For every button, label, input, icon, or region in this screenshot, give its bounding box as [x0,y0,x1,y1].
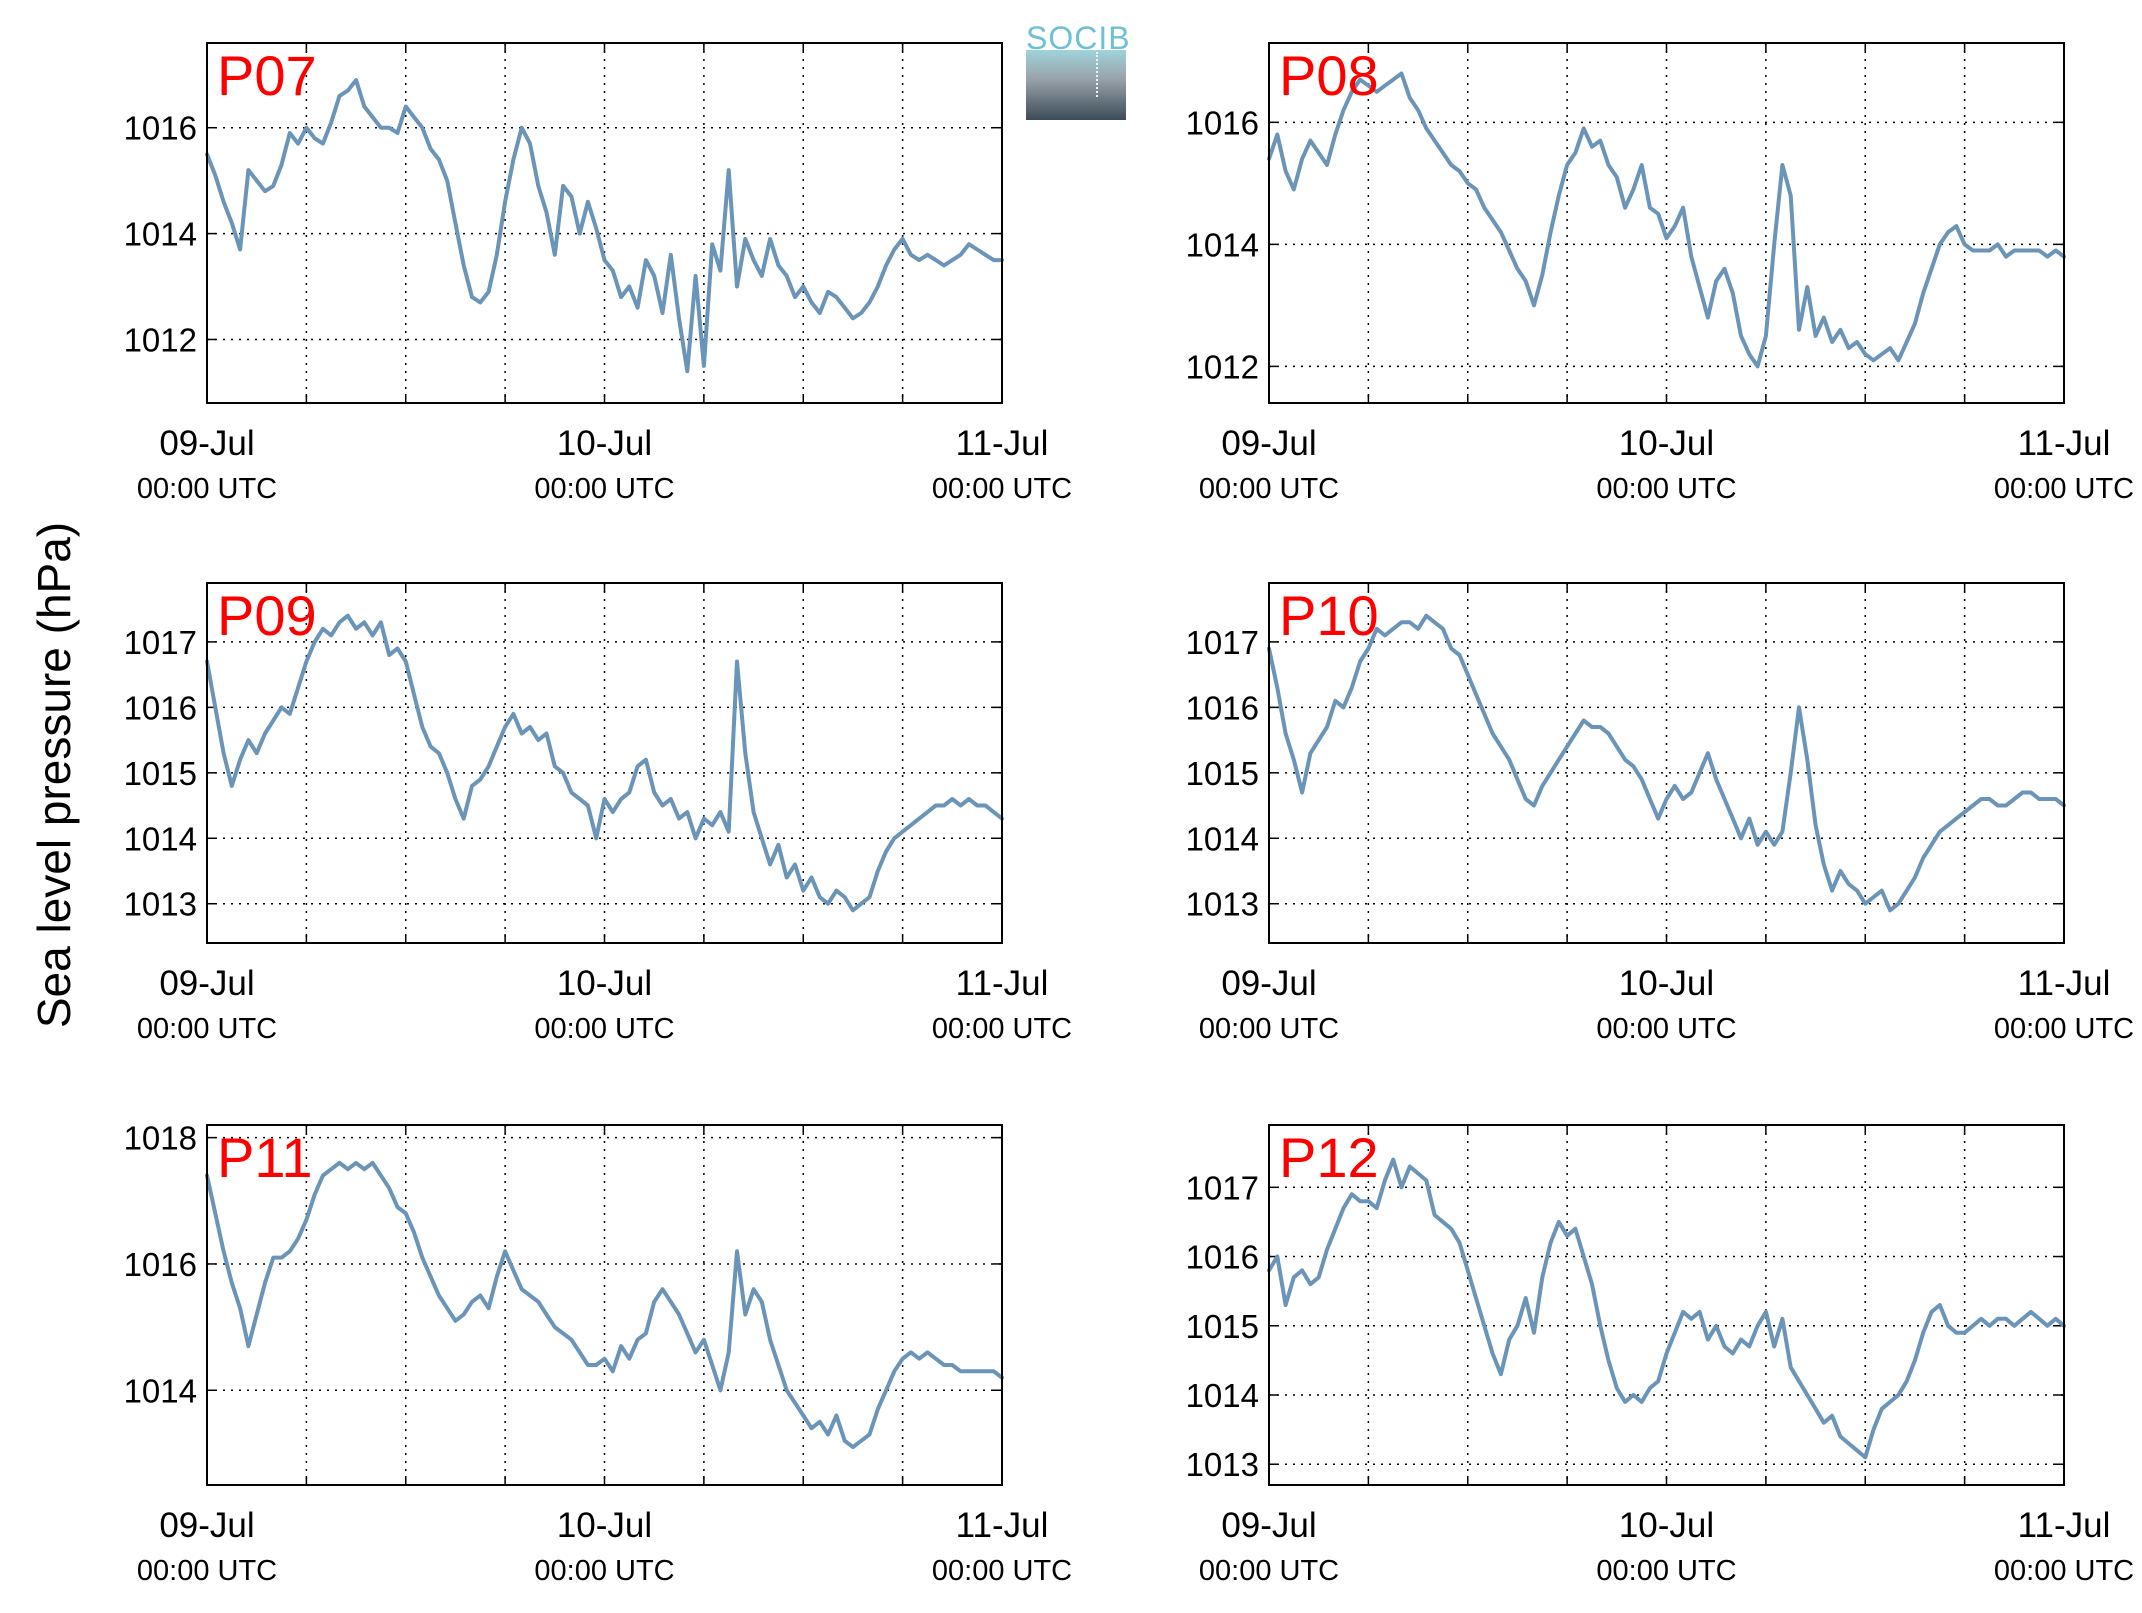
y-tick-label: 1014 [124,820,197,857]
x-tick-sublabel: 00:00 UTC [137,1013,277,1045]
socib-logo: SOCIB [1026,20,1130,120]
x-tick-sublabel: 00:00 UTC [534,1013,674,1045]
y-tick-label: 1014 [124,1372,197,1409]
plot-frame [1268,1124,2065,1486]
y-tick-label: 1013 [1186,886,1259,923]
y-tick-label: 1013 [124,886,197,923]
x-tick-label: 10-Jul [557,964,652,1003]
x-tick-sublabel: 00:00 UTC [1596,1013,1736,1045]
x-tick-label: 11-Jul [956,964,1049,1003]
y-tick-label: 1016 [1186,689,1259,726]
x-tick-label: 09-Jul [1221,424,1316,463]
panel-p12: 1013 1014 1015 1016 1017 09-Jul 00:00 UTC 10-Ju… [1186,1124,2134,1587]
plot-frame [1268,582,2065,944]
station-label: P09 [217,584,317,647]
x-tick-label: 10-Jul [557,1506,652,1545]
panel-p08: 1012 1014 1016 09-Jul 00:00 UTC 10-Jul 00:00 U… [1186,42,2134,505]
panel-p10: 1013 1014 1015 1016 1017 09-Jul 00:00 UTC 10-Ju… [1186,582,2134,1045]
x-tick-sublabel: 00:00 UTC [137,473,277,505]
x-tick-sublabel: 00:00 UTC [1199,1013,1339,1045]
y-tick-label: 1015 [1186,755,1259,792]
x-tick-label: 09-Jul [1221,1506,1316,1545]
x-tick-sublabel: 00:00 UTC [1199,1555,1339,1587]
y-tick-label: 1012 [124,321,197,358]
x-tick-sublabel: 00:00 UTC [1596,473,1736,505]
plot-frame [206,1124,1003,1486]
panel-p11: 1014 1016 1018 09-Jul 00:00 UTC 10-Jul 00:00 U… [124,1120,1073,1587]
x-tick-sublabel: 00:00 UTC [534,1555,674,1587]
series-line-p07 [205,78,1004,374]
y-tick-label: 1014 [1186,226,1259,263]
station-label: P11 [217,1126,312,1189]
y-tick-label: 1017 [1186,624,1259,661]
station-label: P08 [1279,44,1379,107]
y-tick-label: 1018 [124,1120,197,1157]
y-tick-label: 1014 [124,216,197,253]
y-tick-label: 1012 [1186,348,1259,385]
x-tick-label: 11-Jul [2018,964,2111,1003]
y-tick-label: 1016 [1186,1239,1259,1276]
x-tick-sublabel: 00:00 UTC [1994,1013,2134,1045]
series-line-p09 [205,613,1004,913]
panel-p07: 1012 1014 1016 09-Jul 00:00 UTC 10-Jul 00:00 U… [124,42,1072,505]
series-line-p08 [1267,71,2066,369]
x-tick-sublabel: 00:00 UTC [932,473,1072,505]
y-tick-label: 1017 [124,624,197,661]
socib-logo-graphic [1026,50,1126,120]
x-tick-label: 09-Jul [159,964,254,1003]
x-tick-label: 09-Jul [159,1506,254,1545]
plot-frame [206,582,1003,944]
plot-frame [1268,42,2065,404]
x-tick-sublabel: 00:00 UTC [932,1013,1072,1045]
y-tick-label: 1016 [124,110,197,147]
station-label: P12 [1279,1126,1379,1189]
x-tick-label: 09-Jul [159,424,254,463]
y-axis-label: Sea level pressure (hPa) [28,522,80,1028]
x-tick-label: 09-Jul [1221,964,1316,1003]
series-line-p12 [1267,1157,2066,1460]
x-tick-sublabel: 00:00 UTC [137,1555,277,1587]
plot-frame [206,42,1003,404]
x-tick-label: 10-Jul [557,424,652,463]
x-tick-sublabel: 00:00 UTC [1199,473,1339,505]
x-tick-label: 11-Jul [2018,424,2111,463]
panel-p09: 1013 1014 1015 1016 1017 09-Jul 00:00 UTC 10-Ju… [124,582,1072,1045]
x-tick-sublabel: 00:00 UTC [1994,473,2134,505]
x-tick-label: 11-Jul [956,1506,1049,1545]
x-tick-sublabel: 00:00 UTC [534,473,674,505]
station-label: P07 [217,44,317,107]
y-tick-label: 1015 [1186,1308,1259,1345]
y-tick-label: 1016 [124,689,197,726]
y-tick-label: 1015 [124,755,197,792]
y-tick-label: 1013 [1186,1446,1259,1483]
series-line-p11 [205,1160,1004,1450]
y-tick-label: 1014 [1186,820,1259,857]
x-tick-label: 11-Jul [956,424,1049,463]
x-tick-label: 11-Jul [2018,1506,2111,1545]
x-tick-label: 10-Jul [1619,424,1714,463]
y-tick-label: 1016 [1186,104,1259,141]
x-tick-sublabel: 00:00 UTC [1994,1555,2134,1587]
y-tick-label: 1016 [124,1246,197,1283]
socib-logo-dots [1096,52,1098,97]
x-tick-sublabel: 00:00 UTC [1596,1555,1736,1587]
x-tick-sublabel: 00:00 UTC [932,1555,1072,1587]
y-tick-label: 1017 [1186,1169,1259,1206]
x-tick-label: 10-Jul [1619,1506,1714,1545]
series-line-p10 [1267,613,2066,913]
x-tick-label: 10-Jul [1619,964,1714,1003]
station-label: P10 [1279,584,1379,647]
y-tick-label: 1014 [1186,1377,1259,1414]
